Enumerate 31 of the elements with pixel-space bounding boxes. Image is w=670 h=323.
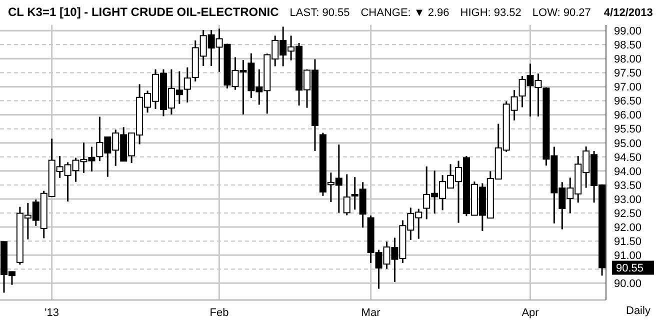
y-tick-label: 95.50 <box>614 124 642 136</box>
text: LAST: 90.55 <box>290 7 350 19</box>
text: HIGH: 93.52 <box>460 7 522 19</box>
y-tick-label: 98.00 <box>614 54 642 66</box>
x-tick-label: Feb <box>210 306 229 319</box>
x-tick-label: Mar <box>361 306 381 319</box>
y-tick-label: 97.00 <box>614 82 642 94</box>
y-tick-label: 96.50 <box>614 96 642 108</box>
y-tick-label: 99.00 <box>614 26 642 38</box>
y-tick-label: 92.50 <box>614 208 642 220</box>
x-tick-label: '13 <box>44 306 59 319</box>
text: LOW: 90.27 <box>532 7 591 19</box>
y-tick-label: 98.50 <box>614 40 642 52</box>
y-tick-label: 93.00 <box>614 194 642 206</box>
y-tick-label: 91.00 <box>614 250 642 262</box>
text: CHANGE: ▼ 2.96 <box>360 7 450 19</box>
y-tick-label: 90.00 <box>614 278 642 290</box>
text: 4/12/2013 <box>604 7 653 19</box>
y-tick-label: 92.00 <box>614 222 642 234</box>
candlestick <box>343 174 350 216</box>
y-tick-label: 94.50 <box>614 152 642 164</box>
chart-title: CL K3=1 [10] - LIGHT CRUDE OIL-ELECTRONIC <box>8 5 279 19</box>
y-tick-label: 97.50 <box>614 68 642 80</box>
y-tick-label: 93.50 <box>614 180 642 192</box>
x-tick-label: Apr <box>522 306 540 319</box>
text: 90.55 <box>616 262 644 275</box>
text: Daily <box>626 305 650 317</box>
y-tick-label: 94.00 <box>614 166 642 178</box>
y-tick-label: 91.50 <box>614 236 642 248</box>
y-tick-label: 96.00 <box>614 110 642 122</box>
y-tick-label: 95.00 <box>614 138 642 150</box>
